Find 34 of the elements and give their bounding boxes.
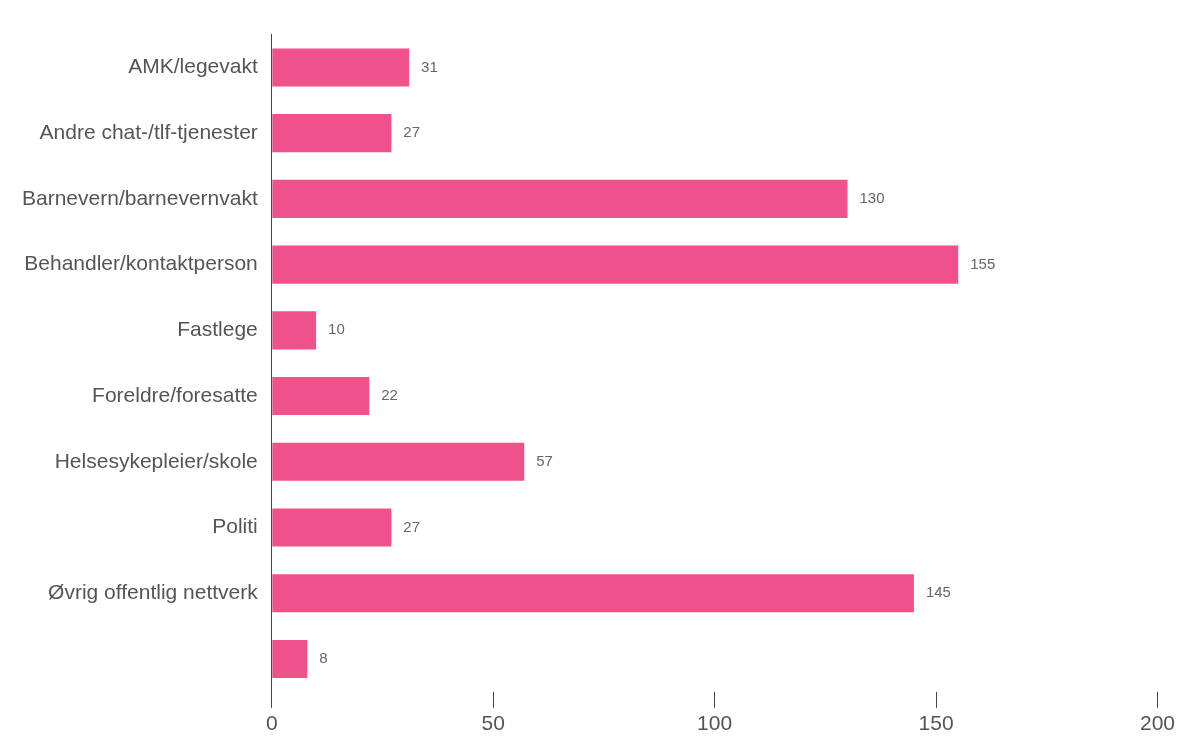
data-label: 31 — [421, 57, 438, 75]
x-tick-label: 150 — [918, 711, 954, 735]
data-label: 145 — [925, 583, 951, 601]
x-tick-label: 100 — [697, 711, 733, 735]
y-tick-label: Behandler/kontaktperson — [24, 251, 258, 275]
x-tick-label: 50 — [481, 711, 505, 735]
y-tick-label: Helsesykepleier/skole — [54, 448, 258, 472]
y-tick-label: Andre chat-/tlf-tjenester — [39, 119, 258, 143]
bar — [272, 508, 392, 547]
bar — [272, 114, 392, 153]
data-label: 27 — [403, 123, 421, 141]
data-label: 10 — [328, 320, 345, 338]
bar — [272, 574, 914, 613]
bar — [272, 179, 848, 218]
bar — [272, 639, 308, 678]
y-tick-label: Øvrig offentlig nettverk — [48, 580, 259, 604]
data-label: 22 — [381, 386, 398, 404]
x-tick-label: 0 — [265, 711, 278, 735]
data-label: 8 — [319, 649, 328, 667]
y-tick-label: Politi — [212, 514, 258, 538]
bar — [272, 311, 317, 350]
y-tick-label: Fastlege — [177, 317, 258, 341]
x-tick-label: 200 — [1139, 711, 1175, 735]
bar — [272, 245, 959, 284]
data-label: 27 — [403, 517, 421, 535]
data-label: 155 — [970, 254, 996, 272]
bar — [272, 377, 370, 416]
bar — [272, 48, 410, 87]
y-tick-label: AMK/legevakt — [128, 54, 258, 78]
bar — [272, 442, 525, 481]
y-tick-label: Foreldre/foresatte — [92, 382, 258, 406]
data-label: 130 — [859, 189, 885, 207]
y-tick-label: Barnevern/barnevernvakt — [21, 185, 258, 209]
data-label: 57 — [536, 451, 553, 469]
